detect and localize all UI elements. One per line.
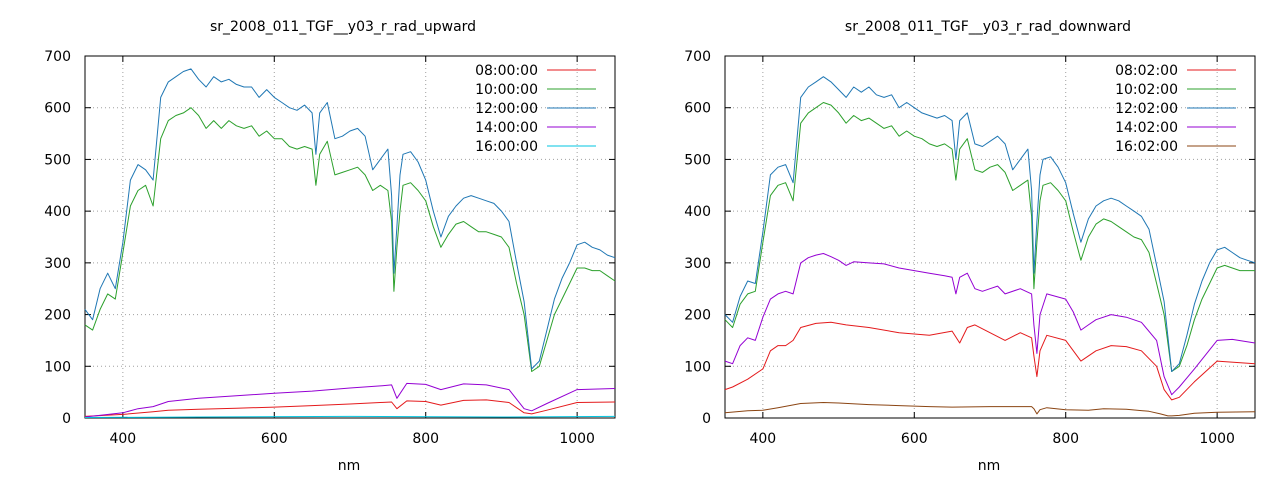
x-tick-label: 800 [412,431,439,447]
y-tick-label: 700 [684,49,711,65]
y-tick-label: 0 [62,411,71,427]
y-tick-label: 100 [684,359,711,375]
y-tick-label: 300 [684,256,711,272]
legend-label: 08:00:00 [475,63,538,79]
chart-title: sr_2008_011_TGF__y03_r_rad_downward [845,19,1131,35]
y-tick-label: 700 [44,49,71,65]
y-tick-label: 400 [44,204,71,220]
legend-label: 14:02:00 [1115,120,1178,136]
plot-frame [724,55,1256,419]
y-tick-label: 500 [684,152,711,168]
series-line-5 [724,402,1256,417]
x-tick-label: 800 [1052,431,1079,447]
y-tick-label: 400 [684,204,711,220]
legend-label: 12:02:00 [1115,101,1178,117]
series-line-4 [84,382,616,418]
series-line-5 [84,415,616,418]
x-tick-label: 1000 [559,431,595,447]
x-tick-label: 1000 [1199,431,1235,447]
y-tick-label: 300 [44,256,71,272]
y-tick-label: 500 [44,152,71,168]
y-tick-label: 600 [44,101,71,117]
series-line-3 [84,68,616,370]
series-line-1 [724,321,1256,401]
chart-panel-2: sr_2008_011_TGF__y03_r_rad_downward 0 100 2… [684,19,1256,474]
legend-label: 14:00:00 [475,120,538,136]
x-tick-label: 400 [109,431,136,447]
y-tick-label: 600 [684,101,711,117]
legend-label: 12:00:00 [475,101,538,117]
series-line-4 [724,253,1256,396]
y-tick-label: 0 [702,411,711,427]
x-tick-label: 400 [749,431,776,447]
x-axis-label: nm [338,458,361,474]
y-tick-label: 200 [684,308,711,324]
chart-panel-1: sr_2008_011_TGF__y03_r_rad_upward 0 100 200… [44,19,616,474]
series-line-1 [84,399,616,417]
chart-title: sr_2008_011_TGF__y03_r_rad_upward [210,19,476,35]
series-line-2 [84,107,616,372]
x-tick-label: 600 [901,431,928,447]
y-tick-label: 100 [44,359,71,375]
legend-label: 16:00:00 [475,139,538,155]
legend-label: 16:02:00 [1115,139,1178,155]
plot-frame [84,55,616,419]
series-line-2 [724,102,1255,372]
legend-label: 10:02:00 [1115,82,1178,98]
series-line-3 [724,76,1256,372]
legend-label: 10:00:00 [475,82,538,98]
x-tick-label: 600 [261,431,288,447]
legend-label: 08:02:00 [1115,63,1178,79]
x-axis-label: nm [978,458,1001,474]
y-tick-label: 200 [44,308,71,324]
